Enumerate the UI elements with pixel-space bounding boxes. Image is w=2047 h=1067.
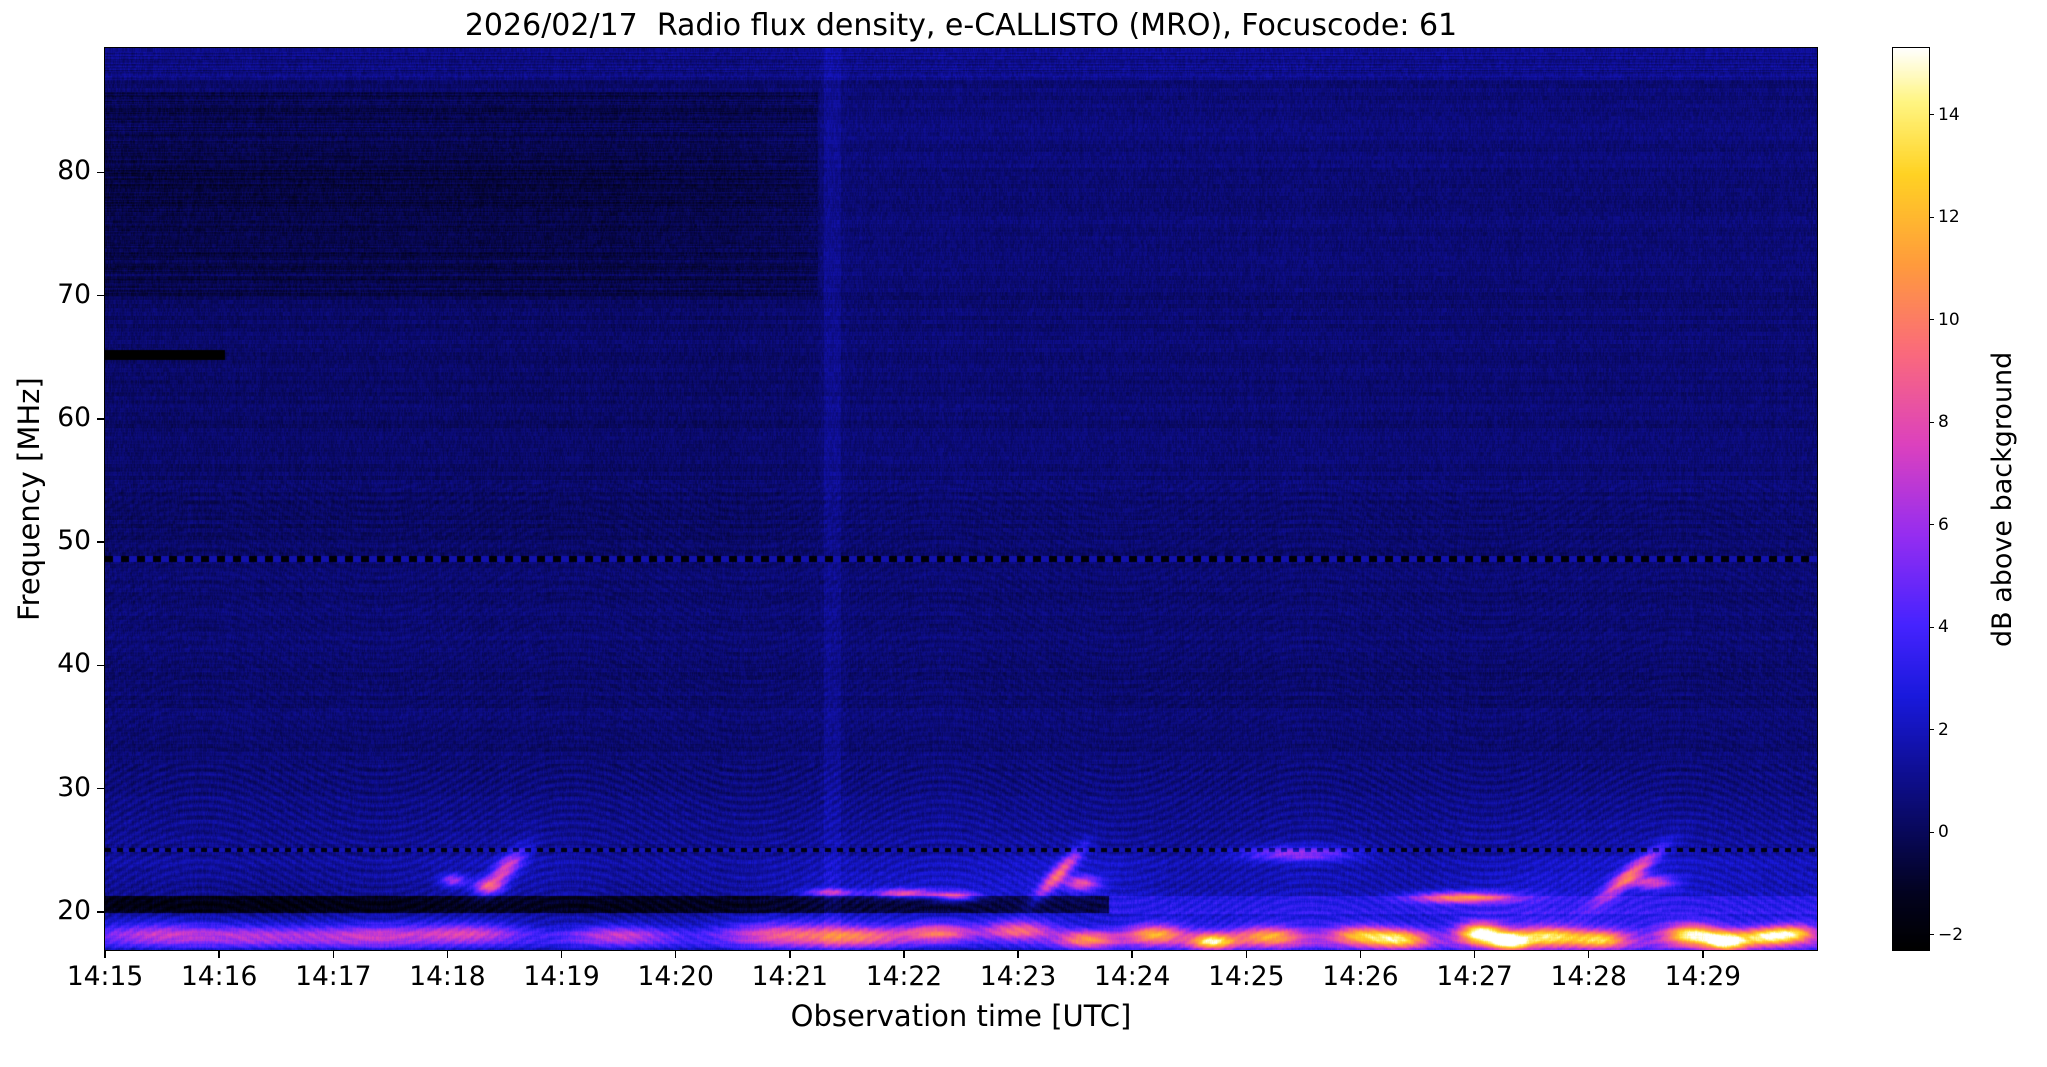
x-tick-label: 14:22 — [865, 961, 943, 992]
y-tick-mark — [97, 171, 105, 174]
x-tick-mark — [218, 950, 220, 958]
y-tick-label: 50 — [57, 525, 91, 557]
x-tick-label: 14:17 — [295, 961, 372, 992]
x-tick-label: 14:16 — [180, 961, 258, 992]
x-tick-label: 14:20 — [637, 961, 714, 992]
y-tick-mark — [97, 911, 105, 913]
colorbar-tick-label: −2 — [1938, 924, 1964, 945]
x-tick-mark — [332, 950, 335, 958]
colorbar-tick-label: 8 — [1938, 412, 1949, 433]
x-tick-mark — [674, 950, 677, 958]
y-tick-label: 60 — [57, 401, 91, 433]
x-tick-mark — [1359, 950, 1362, 958]
colorbar-tick-label: 0 — [1938, 822, 1949, 843]
colorbar-canvas — [1892, 47, 1930, 951]
x-tick-mark — [1131, 950, 1133, 958]
y-tick-mark — [97, 294, 105, 297]
colorbar-tick-mark — [1929, 626, 1934, 628]
x-tick-label: 14:21 — [751, 961, 828, 992]
x-tick-mark — [1245, 950, 1248, 958]
y-tick-mark — [97, 787, 105, 790]
colorbar-tick-label: 2 — [1938, 719, 1949, 740]
colorbar-tick-label: 14 — [1938, 104, 1960, 125]
colorbar-tick-mark — [1929, 831, 1934, 833]
y-tick-mark — [97, 664, 105, 667]
colorbar-tick-label: 4 — [1938, 617, 1949, 638]
colorbar-tick-label: 10 — [1938, 309, 1960, 330]
x-axis-label: Observation time [UTC] — [790, 999, 1132, 1033]
x-tick-label: 14:27 — [1436, 961, 1513, 992]
colorbar-tick-mark — [1929, 114, 1934, 116]
x-tick-mark — [789, 950, 791, 958]
x-tick-label: 14:26 — [1322, 961, 1399, 992]
colorbar-tick-mark — [1929, 216, 1934, 218]
x-tick-label: 14:24 — [1094, 961, 1171, 992]
x-tick-mark — [446, 950, 449, 958]
x-tick-label: 14:28 — [1550, 961, 1627, 992]
y-tick-label: 80 — [57, 155, 91, 187]
colorbar-tick-mark — [1929, 934, 1934, 936]
x-tick-mark — [104, 950, 106, 958]
x-tick-label: 14:23 — [979, 961, 1057, 992]
x-tick-mark — [560, 950, 563, 958]
x-tick-mark — [903, 950, 905, 958]
colorbar-tick-label: 6 — [1938, 514, 1949, 535]
spectrogram-canvas — [104, 47, 1818, 951]
y-tick-label: 20 — [57, 894, 91, 926]
x-tick-mark — [1702, 950, 1704, 958]
colorbar-tick-mark — [1929, 421, 1934, 423]
colorbar-tick-mark — [1929, 524, 1934, 526]
y-tick-label: 40 — [57, 648, 91, 680]
y-tick-label: 70 — [57, 278, 91, 310]
chart-title: 2026/02/17 Radio flux density, e-CALLIST… — [464, 8, 1458, 43]
x-tick-label: 14:19 — [523, 961, 600, 992]
x-tick-mark — [1017, 950, 1019, 958]
x-tick-mark — [1473, 950, 1476, 958]
x-tick-label: 14:29 — [1664, 961, 1742, 992]
colorbar-tick-mark — [1929, 319, 1934, 321]
x-tick-mark — [1587, 950, 1590, 958]
x-tick-label: 14:15 — [66, 961, 144, 992]
y-tick-label: 30 — [57, 771, 91, 803]
colorbar-tick-mark — [1929, 729, 1934, 731]
y-tick-mark — [97, 541, 105, 543]
x-tick-label: 14:25 — [1208, 961, 1285, 992]
x-tick-label: 14:18 — [409, 961, 486, 992]
colorbar-label: dB above background — [1987, 351, 2018, 647]
colorbar-tick-label: 12 — [1938, 207, 1960, 228]
y-tick-mark — [97, 418, 105, 420]
